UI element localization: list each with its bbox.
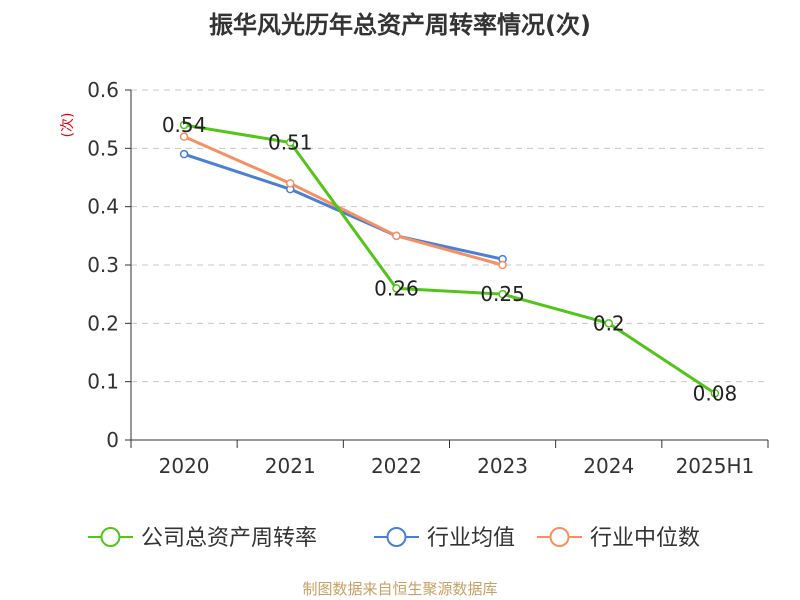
y-tick-label: 0.6 xyxy=(87,78,119,102)
legend-label: 公司总资产周转率 xyxy=(141,526,317,551)
data-point xyxy=(179,149,189,159)
data-point xyxy=(179,120,189,130)
y-tick-label: 0.1 xyxy=(87,370,119,394)
series-line-1 xyxy=(183,152,503,261)
x-tick-label: 2025H1 xyxy=(676,454,755,478)
data-label: 0.54 xyxy=(162,113,207,137)
y-tick-label: 0 xyxy=(106,428,119,452)
y-tick-label: 0.2 xyxy=(87,311,119,335)
data-point xyxy=(179,132,189,141)
data-point xyxy=(392,231,401,241)
legend-marker xyxy=(100,527,121,547)
data-point xyxy=(710,389,720,398)
data-label: 0.25 xyxy=(480,282,525,306)
gridlines xyxy=(131,89,768,383)
data-point xyxy=(286,138,295,147)
x-tick-label: 2022 xyxy=(371,454,422,478)
data-point xyxy=(498,289,507,299)
legend-item-1[interactable]: 行业均值 xyxy=(374,526,515,551)
legend-marker xyxy=(549,527,570,547)
y-axis-label: (次) xyxy=(60,113,76,138)
legend-marker xyxy=(386,527,407,547)
data-label: 0.2 xyxy=(593,311,625,335)
series-line-2 xyxy=(183,135,503,267)
axes xyxy=(125,89,769,448)
x-tick-label: 2023 xyxy=(477,454,528,478)
y-tick-label: 0.3 xyxy=(87,253,119,277)
data-point xyxy=(498,260,507,270)
x-tick-label: 2024 xyxy=(583,454,634,478)
series-line-0 xyxy=(183,123,716,395)
data-labels: 0.54 0.51 0.26 0.25 0.2 0.08 xyxy=(162,113,737,405)
tick-labels: 0 0.1 0.2 0.3 0.4 0.5 0.6 2020 2021 2022 2023 2024 2… xyxy=(87,78,754,478)
data-point xyxy=(286,179,295,188)
y-tick-label: 0.4 xyxy=(87,195,119,219)
legend-label: 行业中位数 xyxy=(590,526,700,551)
legend-item-0[interactable]: 公司总资产周转率 xyxy=(88,526,317,551)
y-tick-label: 0.5 xyxy=(87,136,119,160)
chart-title: 振华风光历年总资产周转率情况(次) xyxy=(209,11,591,39)
x-tick-label: 2020 xyxy=(159,454,210,478)
data-label: 0.08 xyxy=(693,381,738,405)
series-lines xyxy=(179,120,720,398)
legend[interactable]: 公司总资产周转率 行业均值 行业中位数 xyxy=(88,526,700,551)
legend-item-2[interactable]: 行业中位数 xyxy=(537,526,700,551)
data-label: 0.26 xyxy=(374,276,419,300)
legend-label: 行业均值 xyxy=(427,526,515,551)
data-point xyxy=(604,319,613,328)
data-label: 0.51 xyxy=(268,131,313,155)
data-point xyxy=(392,284,401,293)
source-note: 制图数据来自恒生聚源数据库 xyxy=(302,580,497,598)
x-tick-label: 2021 xyxy=(265,454,316,478)
